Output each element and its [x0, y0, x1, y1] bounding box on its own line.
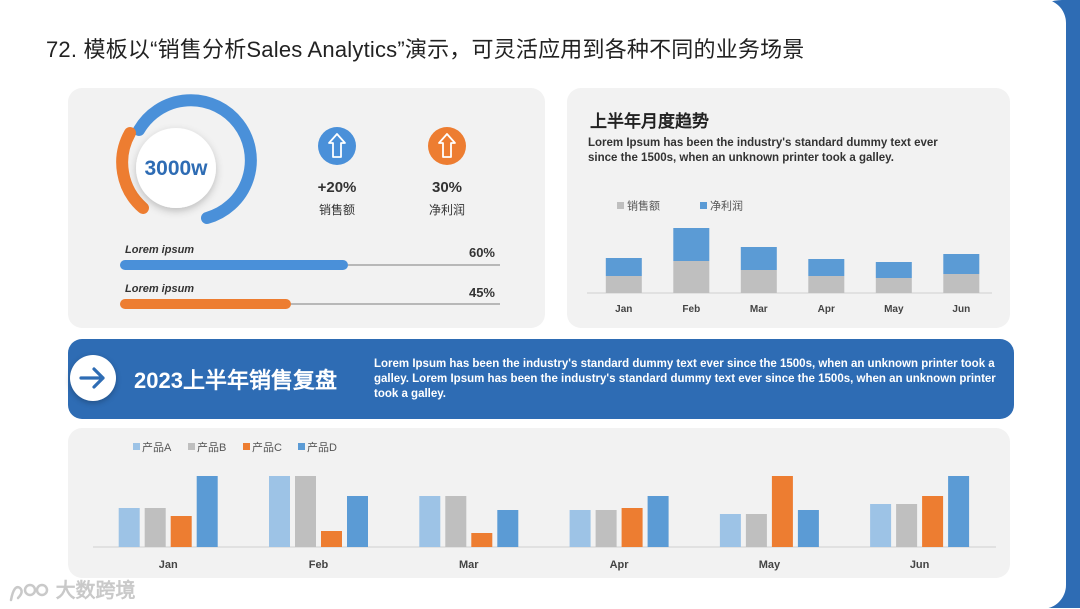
- x-tick-label: Feb: [309, 559, 329, 571]
- bar-产品D-may: [797, 510, 819, 547]
- bar-产品B-apr: [595, 510, 617, 547]
- bar-产品D-mar: [497, 510, 519, 547]
- banner-title: 2023上半年销售复盘: [134, 368, 337, 393]
- x-tick-label: Jan: [615, 304, 632, 315]
- x-tick-label: May: [884, 304, 904, 315]
- bar-产品D-feb: [347, 496, 368, 547]
- legend-swatch: [298, 443, 305, 450]
- bar-产品A-jun: [870, 504, 892, 547]
- bar-产品A-jan: [118, 508, 140, 547]
- legend-swatch: [617, 202, 624, 209]
- arrow-up-icon: [438, 133, 456, 158]
- accent-cover: [1006, 0, 1066, 609]
- legend-label: 产品B: [197, 440, 226, 454]
- x-tick-label: Jun: [952, 304, 970, 315]
- trend-description: Lorem Ipsum has been the industry's stan…: [588, 137, 938, 164]
- stat-sales-circle: [318, 127, 356, 165]
- progress-label: Lorem ipsum: [125, 244, 194, 256]
- bar-profit-mar: [740, 247, 777, 270]
- bar-产品B-mar: [445, 496, 467, 547]
- logo-icon: [9, 583, 49, 601]
- bar-产品D-apr: [647, 496, 669, 547]
- bar-profit-apr: [808, 259, 845, 276]
- bar-sales-may: [875, 278, 912, 293]
- bar-产品B-feb: [295, 476, 316, 547]
- bar-产品B-jun: [896, 504, 918, 547]
- x-tick-label: Mar: [750, 304, 768, 315]
- legend-label: 净利润: [710, 199, 743, 213]
- gauge-center: [136, 128, 216, 208]
- legend-swatch: [188, 443, 195, 450]
- watermark-text: 大数跨境: [55, 580, 136, 602]
- legend-swatch: [243, 443, 250, 450]
- bar-产品A-mar: [419, 496, 441, 547]
- bar-产品A-apr: [569, 510, 591, 547]
- gauge-arc-secondary: [116, 127, 149, 214]
- banner-arrow-button: [70, 355, 116, 401]
- bar-sales-jan: [605, 276, 642, 293]
- gauge-value: 3000w: [144, 157, 208, 180]
- bar-产品C-apr: [621, 508, 643, 547]
- x-tick-label: Feb: [682, 304, 700, 315]
- bar-sales-feb: [673, 261, 710, 293]
- bar-产品A-feb: [269, 476, 290, 547]
- bar-产品C-jun: [922, 496, 944, 547]
- stat-profit-value: 30%: [432, 179, 462, 196]
- stat-sales-value: +20%: [318, 179, 357, 196]
- product-panel: [68, 428, 1010, 578]
- stat-profit-label: 净利润: [429, 203, 465, 217]
- trend-title: 上半年月度趋势: [590, 112, 709, 131]
- gauge-arc-primary: [133, 94, 257, 224]
- bar-产品C-jan: [170, 516, 192, 547]
- bar-产品C-mar: [471, 533, 493, 547]
- bar-产品B-jan: [144, 508, 166, 547]
- x-tick-label: Jan: [159, 559, 178, 571]
- progress-bar-fill: [120, 299, 291, 309]
- arrow-up-icon: [328, 133, 346, 158]
- bar-sales-mar: [740, 270, 777, 293]
- bar-sales-apr: [808, 276, 845, 293]
- slide-title: 72. 模板以“销售分析Sales Analytics”演示，可灵活应用到各种不…: [46, 37, 805, 62]
- bar-产品B-may: [745, 514, 767, 547]
- progress-label: Lorem ipsum: [125, 283, 194, 295]
- stat-sales-label: 销售额: [319, 202, 355, 217]
- bar-产品D-jun: [948, 476, 970, 547]
- summary-banner: [68, 339, 1014, 419]
- x-tick-label: Jun: [910, 559, 930, 571]
- legend-label: 销售额: [627, 199, 660, 213]
- x-tick-label: May: [759, 559, 781, 571]
- banner-text: Lorem Ipsum has been the industry's stan…: [374, 358, 996, 400]
- legend-label: 产品A: [142, 440, 172, 454]
- legend-label: 产品D: [307, 440, 337, 454]
- x-tick-label: Mar: [459, 559, 479, 571]
- monthly-trend-chart: Jan Feb Mar Apr May Jun 销售额 净利润: [587, 199, 992, 315]
- progress-value: 60%: [469, 245, 495, 260]
- bar-profit-may: [875, 262, 912, 278]
- stat-profit-circle: [428, 127, 466, 165]
- bar-产品C-may: [771, 476, 793, 547]
- bar-sales-jun: [943, 274, 980, 293]
- legend-swatch: [700, 202, 707, 209]
- legend-label: 产品C: [252, 440, 282, 454]
- progress-bar-fill: [120, 260, 348, 270]
- arrow-right-icon: [79, 367, 105, 389]
- bar-profit-jun: [943, 254, 980, 274]
- x-tick-label: Apr: [818, 304, 835, 315]
- kpi-graphics: 3000w +20% 销售额 30% 净利润 Lorem ipsum 60% L…: [116, 94, 500, 309]
- product-sales-chart: Jan Feb Mar Apr May Jun 产品A 产品B 产品C 产品D: [93, 440, 996, 571]
- progress-value: 45%: [469, 285, 495, 300]
- bar-产品D-jan: [196, 476, 218, 547]
- bar-profit-feb: [673, 228, 710, 261]
- legend-swatch: [133, 443, 140, 450]
- bar-产品C-feb: [321, 531, 342, 547]
- watermark: 大数跨境: [8, 574, 136, 604]
- bar-产品A-may: [719, 514, 741, 547]
- x-tick-label: Apr: [610, 559, 630, 571]
- bar-profit-jan: [605, 258, 642, 276]
